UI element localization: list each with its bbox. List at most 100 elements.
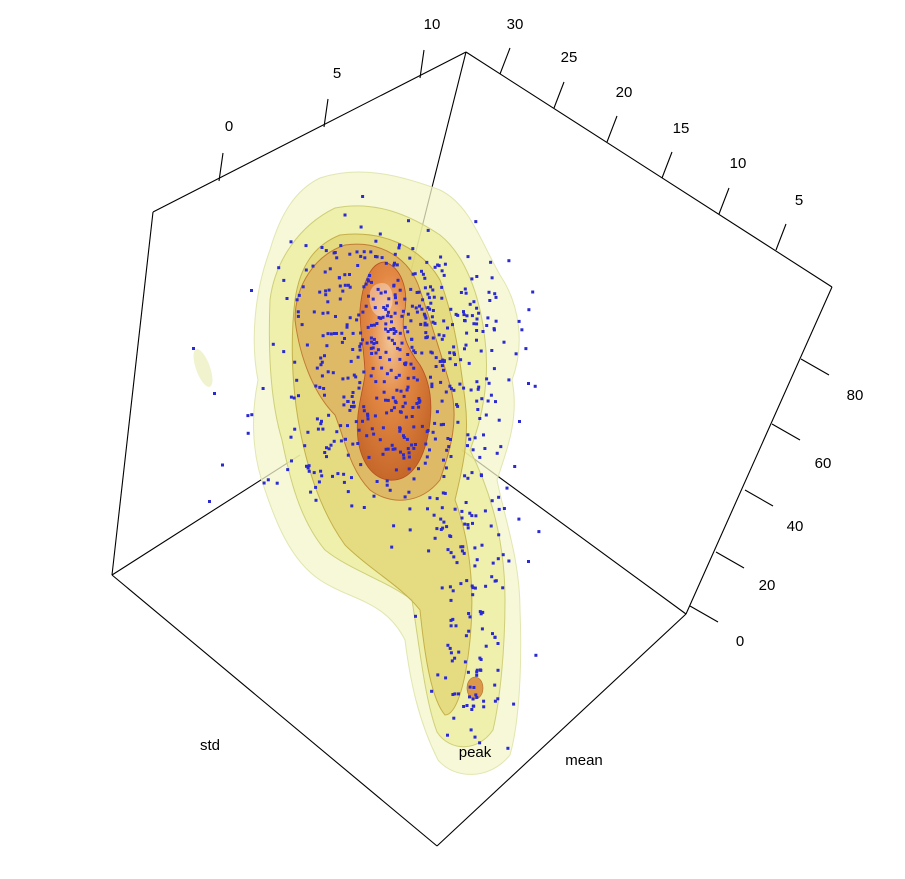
scatter-point [374,255,377,258]
scatter-point [393,447,397,451]
scatter-point [410,337,414,341]
scatter-point [479,668,483,672]
scatter-point [419,322,423,326]
scatter-point [362,250,366,254]
scatter-point [442,319,446,323]
scatter-point [457,650,461,654]
scatter-point [406,447,410,451]
scatter-point [380,256,384,260]
scatter-point [366,278,370,282]
scatter-point [388,358,392,362]
scatter-point [447,445,451,449]
axis-title-mean: mean [565,752,603,769]
scatter-point [496,668,500,672]
scatter-point [412,349,416,353]
tick-mean-25 [553,81,565,109]
scatter-point [345,325,349,329]
tick-mean-10 [718,187,730,215]
scatter-point [398,357,402,361]
scatter-point [402,394,406,398]
scatter-point [362,409,366,413]
tick-label-peak: 60 [815,455,832,472]
scatter-point [372,342,376,346]
scatter-point [484,644,488,648]
scatter-point [449,651,453,655]
scatter-point [424,316,428,320]
scatter-point [411,406,415,409]
scatter-point [420,269,423,273]
scatter-point [428,496,432,500]
scatter-point [423,314,427,318]
scatter-point [306,430,310,434]
scatter-point [371,346,375,350]
scatter-point [464,343,468,347]
scatter-point [398,348,402,352]
scatter-point [471,593,475,597]
scatter-point [514,352,518,356]
scatter-point [357,386,361,390]
scatter-point [355,318,359,322]
scatter-point [346,283,350,287]
scatter-point [453,692,457,696]
scatter-point [492,328,496,332]
scatter-point [461,545,465,549]
scatter-point [482,699,486,703]
scatter-point [320,474,324,478]
scatter-point [440,586,444,590]
scatter-point [527,560,530,563]
scatter-point [370,340,374,344]
scatter-point [271,342,275,346]
scatter-point [470,514,474,518]
scatter-point [422,312,426,316]
scatter-point [449,438,452,441]
scatter-point [386,398,390,402]
scatter-point [282,278,286,282]
scatter-point [473,735,477,739]
scatter-point [458,382,462,386]
scatter-point [373,306,377,310]
scatter-point [305,464,308,468]
scatter-point [486,316,490,320]
scatter-point [478,610,482,614]
scatter-point [351,391,355,394]
scatter-point [435,527,439,531]
scatter-point [467,361,471,365]
scatter-point [335,256,339,260]
scatter-point [469,388,473,392]
scatter-point [444,390,448,394]
scatter-point [440,285,444,289]
scatter-point [393,252,397,256]
scatter-point [343,273,347,277]
scatter-point [392,331,396,335]
scatter-point [393,342,396,346]
scatter-point [368,274,372,277]
scatter-point [317,480,321,484]
scatter-point [442,359,446,363]
scatter-point [309,490,313,494]
scatter-point [275,481,279,485]
scatter-point [495,451,499,455]
scatter-point [394,301,398,305]
scatter-point [434,365,438,368]
scatter-point [442,475,446,478]
scatter-point [394,376,398,380]
scatter-point [324,249,328,253]
scatter-point [527,308,531,312]
scatter-point [339,439,343,443]
scatter-point [451,693,455,696]
scatter-point [307,469,311,473]
scatter-point [345,323,349,327]
scatter-point [482,705,486,709]
scatter-point [426,306,430,310]
scatter-point [463,347,466,351]
scatter-point [348,408,352,412]
scatter-point [384,261,388,265]
scatter-point [484,413,488,417]
scatter-point [489,393,493,397]
scatter-point [372,494,376,498]
scatter-point [437,333,441,337]
scatter-point [373,414,377,418]
scatter-point [334,315,337,318]
scatter-point [369,374,373,378]
